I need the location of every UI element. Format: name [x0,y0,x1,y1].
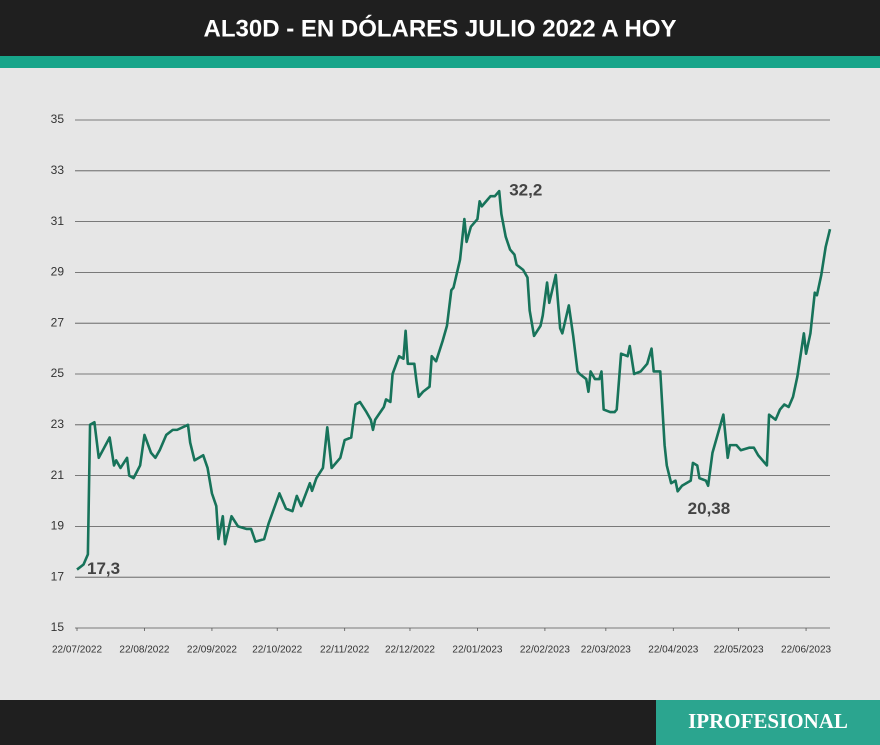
plot-background [0,68,880,700]
brand-box [656,700,880,745]
y-tick-label: 21 [51,468,65,482]
y-tick-label: 29 [51,265,65,279]
y-tick-label: 23 [51,417,65,431]
value-label: 17,3 [87,559,120,578]
x-tick-label: 22/04/2023 [648,645,698,656]
y-tick-label: 31 [51,214,65,228]
y-tick-label: 33 [51,163,65,177]
brand: IPROFESIONAL [688,709,848,733]
y-tick-label: 19 [51,519,65,533]
y-tick-label: 15 [51,620,65,634]
value-label: 32,2 [509,181,542,200]
x-tick-label: 22/02/2023 [520,645,570,656]
line-series [76,189,832,571]
x-tick-label: 22/07/2022 [52,645,102,656]
y-tick-label: 17 [51,569,65,583]
header-stripe [0,56,880,68]
x-tick-label: 22/08/2022 [119,645,169,656]
x-tick-label: 22/12/2022 [385,645,435,656]
x-tick-label: 22/03/2023 [581,645,631,656]
y-tick-label: 35 [51,112,65,126]
x-tick-label: 22/05/2023 [714,645,764,656]
x-tick-label: 22/09/2022 [187,645,237,656]
chart-title: AL30D - EN DÓLARES JULIO 2022 A HOY [204,14,677,42]
x-tick-label: 22/01/2023 [452,645,502,656]
value-label: 20,38 [688,499,731,518]
x-tick-label: 22/11/2022 [320,645,370,656]
header-bar [0,0,880,56]
plot: 15 17 19 21 23 25 27 29 31 33 35 22/07/2022 22/08/20… [51,112,832,655]
x-tick-label: 22/06/2023 [781,645,831,656]
y-tick-label: 27 [51,315,65,329]
y-tick-label: 25 [51,366,65,380]
x-tick-label: 22/10/2022 [252,645,302,656]
